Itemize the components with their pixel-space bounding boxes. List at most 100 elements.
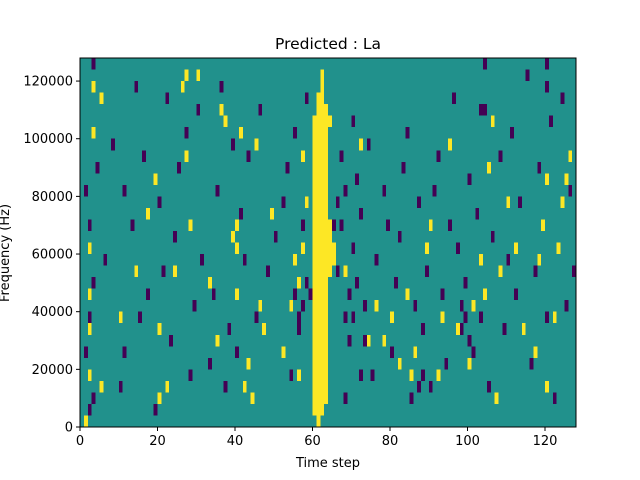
heatmap-cell-high <box>293 254 297 266</box>
heatmap-band-high <box>328 219 332 278</box>
x-tick-label: 120 <box>533 434 558 449</box>
heatmap-cell-high <box>297 277 301 289</box>
heatmap-cell-low <box>483 104 487 116</box>
heatmap-cell-low <box>335 196 340 208</box>
heatmap-cell-high <box>490 115 495 128</box>
heatmap-cell-low <box>91 277 96 289</box>
heatmap-cell-low <box>95 161 100 174</box>
heatmap-cell-low <box>289 369 294 381</box>
heatmap-cell-low <box>397 230 402 243</box>
heatmap-cell-low <box>304 92 309 105</box>
heatmap-cell-high <box>118 311 123 324</box>
heatmap-cell-low <box>370 369 375 381</box>
x-axis-label: Time step <box>295 456 360 471</box>
heatmap-cell-high <box>382 334 387 347</box>
heatmap-cell-high <box>269 207 274 220</box>
heatmap-cell-high <box>545 173 549 185</box>
heatmap-cell-low <box>463 311 468 324</box>
heatmap-cell-low <box>238 207 243 220</box>
heatmap-cell-low <box>207 357 212 370</box>
heatmap-cell-low <box>145 288 150 301</box>
heatmap-cell-low <box>475 207 480 220</box>
heatmap-cell-high <box>300 150 305 162</box>
heatmap-cell-low <box>219 81 224 93</box>
heatmap-cell-high <box>258 300 263 312</box>
heatmap-cell-low <box>192 300 197 312</box>
heatmap-cell-high <box>91 127 96 139</box>
heatmap-cell-low <box>386 219 390 231</box>
heatmap-cell-high <box>328 115 332 128</box>
heatmap-cell-low <box>471 346 476 358</box>
plot-area <box>79 57 577 428</box>
heatmap-cell-high <box>514 242 518 255</box>
heatmap-cell-low <box>421 323 425 335</box>
heatmap-cell-low <box>568 184 573 197</box>
heatmap-cell-high <box>409 369 414 381</box>
heatmap-cell-low <box>479 311 483 324</box>
heatmap-cell-low <box>231 138 235 151</box>
heatmap-cell-low <box>440 288 445 301</box>
heatmap-cell-low <box>83 184 88 197</box>
heatmap-cell-high <box>87 288 92 301</box>
heatmap-cell-low <box>351 311 356 324</box>
heatmap-cell-high <box>533 346 538 358</box>
heatmap-cell-low <box>413 300 418 312</box>
heatmap-cell-high <box>428 219 433 231</box>
heatmap-cell-low <box>351 115 356 128</box>
heatmap-cell-low <box>428 380 433 393</box>
heatmap-cell-low <box>502 323 507 335</box>
heatmap-cell-high <box>413 346 418 358</box>
heatmap-cell-low <box>467 334 472 347</box>
heatmap-cell-low <box>111 138 115 151</box>
x-tick-label: 40 <box>227 434 244 449</box>
heatmap-cell-low <box>184 127 189 139</box>
heatmap-cell-high <box>87 242 92 255</box>
heatmap-cell-low <box>490 230 495 243</box>
heatmap-cell-low <box>351 242 356 255</box>
heatmap-cell-low <box>347 334 352 347</box>
heatmap-cell-low <box>498 150 503 162</box>
heatmap-cell-high <box>552 311 557 324</box>
heatmap-cell-high <box>184 69 189 82</box>
y-axis: 0 20000 40000 60000 80000 100000 120000 <box>23 75 80 436</box>
x-tick-label: 20 <box>149 434 166 449</box>
heatmap-cell-low <box>517 196 522 208</box>
heatmap-cell-low <box>409 392 414 404</box>
heatmap-cell-low <box>463 277 468 289</box>
heatmap-cell-low <box>343 184 348 197</box>
heatmap-cell-low <box>452 92 456 105</box>
heatmap-cell-low <box>339 219 344 231</box>
heatmap-cell-low <box>432 184 437 197</box>
heatmap-cell-high <box>541 219 545 231</box>
heatmap-band-high <box>324 104 328 404</box>
heatmap-cell-low <box>165 92 170 105</box>
heatmap-cell-low <box>448 219 452 231</box>
heatmap-cell-high <box>157 392 162 404</box>
heatmap-cell-high <box>281 346 286 358</box>
heatmap-cell-high <box>397 357 402 370</box>
plot-frame <box>79 57 577 428</box>
heatmap-cell-low <box>142 150 146 162</box>
heatmap-cell-low <box>227 323 232 335</box>
heatmap-cell-low <box>533 265 538 278</box>
heatmap-cell-low <box>118 380 123 393</box>
heatmap-cell-low <box>200 254 204 266</box>
heatmap-cell-high <box>390 311 394 324</box>
heatmap-cell-high <box>87 369 92 381</box>
heatmap-cell-low <box>459 300 464 312</box>
heatmap-cell-low <box>548 115 553 128</box>
heatmap-cell-low <box>366 138 371 151</box>
heatmap-cell-high <box>494 392 499 404</box>
heatmap-cell-high <box>235 288 239 301</box>
heatmap-cell-low <box>235 346 239 358</box>
y-tick-label: 80000 <box>32 190 73 205</box>
heatmap-cell-low <box>483 58 487 70</box>
heatmap-cell-high <box>479 254 483 266</box>
heatmap-cell-high <box>366 334 371 347</box>
heatmap-cell-low <box>355 277 359 289</box>
heatmap-cell-low <box>173 230 177 243</box>
heatmap-cell-low <box>390 346 394 358</box>
heatmap-cell-low <box>382 184 387 197</box>
heatmap-cell-high <box>506 196 511 208</box>
heatmap-cell-low <box>417 380 421 393</box>
